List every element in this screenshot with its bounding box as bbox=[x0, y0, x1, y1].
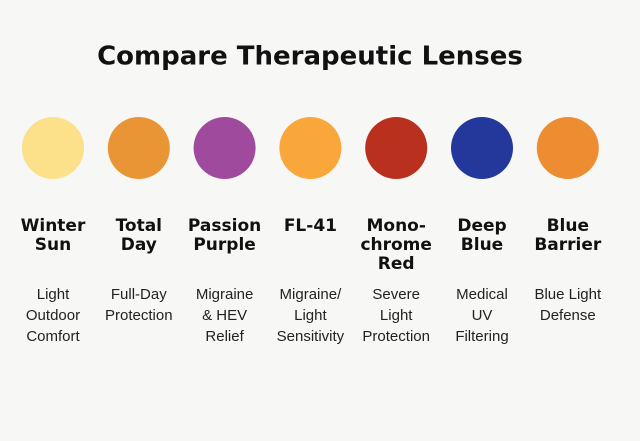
lens-swatch bbox=[451, 117, 513, 179]
lens-description: Migraine/ bbox=[280, 286, 343, 303]
lens-description: Protection bbox=[362, 328, 430, 345]
lens-description: Severe bbox=[372, 286, 420, 303]
lens-description: Migraine bbox=[196, 286, 254, 303]
lens-description: Light bbox=[294, 307, 327, 324]
lens-description: Light bbox=[380, 307, 413, 324]
lens-description: Outdoor bbox=[26, 307, 80, 324]
lens-swatch bbox=[107, 117, 170, 179]
lens-name: Blue bbox=[461, 235, 503, 255]
lens-name: Barrier bbox=[534, 235, 602, 255]
lens-description: Sensitivity bbox=[277, 328, 345, 345]
lens-description: Protection bbox=[105, 307, 173, 324]
lens-name: Winter bbox=[21, 216, 86, 236]
lens-description: Light bbox=[37, 286, 70, 303]
lens-name: Purple bbox=[193, 235, 255, 255]
lens-name: Passion bbox=[188, 216, 261, 236]
lens-name: FL-41 bbox=[284, 216, 337, 236]
lens-swatch bbox=[536, 117, 599, 179]
lens-description: Defense bbox=[540, 307, 596, 324]
lens-description: Full-Day bbox=[111, 286, 167, 303]
lens-description: Relief bbox=[205, 328, 244, 345]
lens-name: Sun bbox=[35, 235, 71, 255]
lens-name: Blue bbox=[547, 216, 589, 236]
lens-swatch bbox=[279, 117, 342, 179]
lens-description: Filtering bbox=[455, 328, 508, 345]
lens-description: Medical bbox=[456, 286, 508, 303]
lens-description: & HEV bbox=[202, 307, 247, 324]
lens-name: Red bbox=[378, 254, 415, 274]
lens-name: Deep bbox=[457, 216, 506, 236]
lens-name: Mono- bbox=[366, 216, 425, 236]
lens-name: Day bbox=[121, 235, 157, 255]
lens-description: Blue Light bbox=[534, 286, 602, 303]
lens-description: Comfort bbox=[26, 328, 80, 345]
lens-swatch bbox=[22, 117, 84, 179]
title: Compare Therapeutic Lenses bbox=[97, 42, 523, 72]
lens-description: UV bbox=[472, 307, 493, 324]
lens-swatch bbox=[365, 117, 428, 179]
lens-swatch bbox=[193, 117, 256, 179]
lens-name: chrome bbox=[360, 235, 432, 255]
lens-name: Total bbox=[116, 216, 162, 236]
